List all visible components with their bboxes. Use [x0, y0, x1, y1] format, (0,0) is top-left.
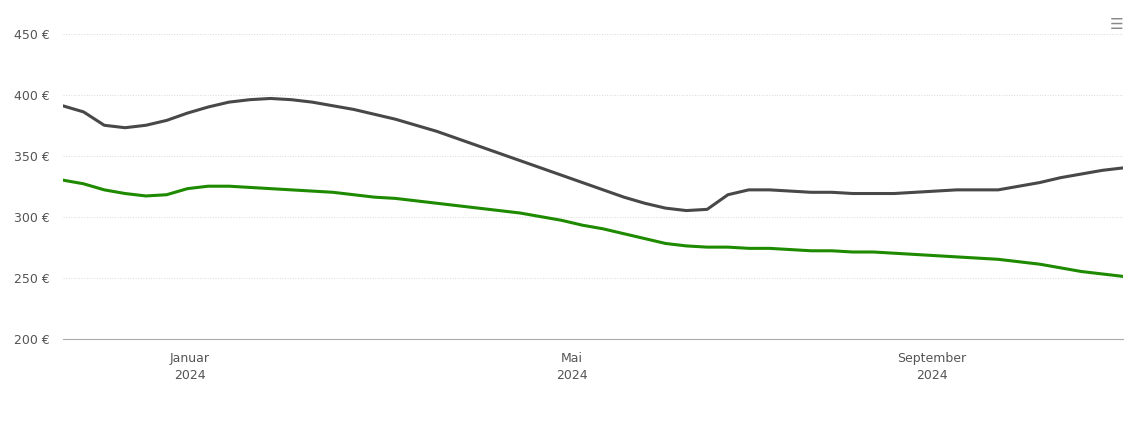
Text: ☰: ☰ — [1109, 17, 1123, 33]
